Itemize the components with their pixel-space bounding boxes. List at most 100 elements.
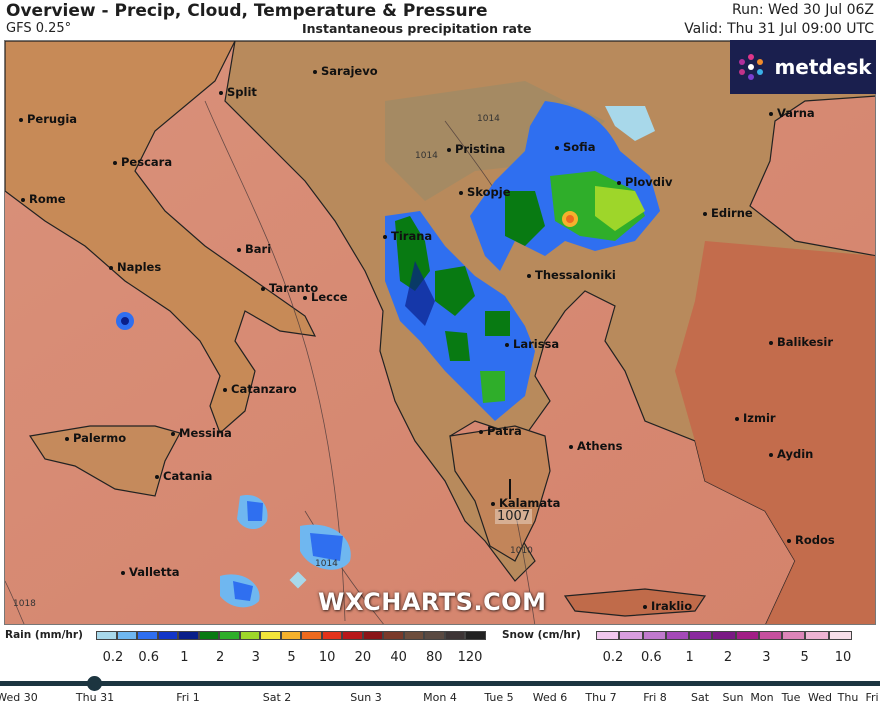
timeline-day[interactable]: Wed 6 xyxy=(532,691,568,704)
legend-tick: 10 xyxy=(318,650,336,665)
model-label: GFS 0.25° xyxy=(6,21,72,36)
legend-tick: 0.6 xyxy=(640,650,662,665)
city-dot xyxy=(787,538,791,543)
timeline-day[interactable]: Tue xyxy=(781,691,801,704)
valid-time-label: Valid: Thu 31 Jul 09:00 UTC xyxy=(684,21,874,37)
city-dot xyxy=(383,234,387,239)
legend-swatch xyxy=(362,631,384,640)
timeline-day[interactable]: Thu 7 xyxy=(585,691,617,704)
city-label: Bari xyxy=(237,242,271,256)
forecast-timeline[interactable]: Wed 30 Thu 31 Fri 1 Sat 2 Sun 3 Mon 4 Tue 5 Wed… xyxy=(0,676,880,707)
city-label: Pescara xyxy=(113,155,172,169)
city-label: Lecce xyxy=(303,290,348,304)
legend-tick: 10 xyxy=(834,650,852,665)
legend-swatch xyxy=(735,631,759,640)
city-dot xyxy=(769,111,773,116)
city-label: Sarajevo xyxy=(313,64,378,78)
legend-swatch xyxy=(280,631,302,640)
city-dot xyxy=(617,180,621,185)
legend-swatch xyxy=(219,631,240,640)
timeline-day[interactable]: Mon xyxy=(750,691,774,704)
city-label: Rodos xyxy=(787,533,835,547)
timeline-day[interactable]: Mon 4 xyxy=(423,691,457,704)
isobar-label: 1014 xyxy=(477,114,500,124)
legend-swatch xyxy=(805,631,829,640)
city-label: Edirne xyxy=(703,206,753,220)
isobar-label: 1010 xyxy=(510,546,533,556)
timeline-day[interactable]: Sun xyxy=(722,691,744,704)
legend-swatch xyxy=(465,631,486,640)
city-dot xyxy=(769,340,773,345)
legend-swatch xyxy=(342,631,363,640)
city-dot xyxy=(155,474,159,479)
rain-color-scale xyxy=(96,631,486,640)
city-dot xyxy=(735,416,739,421)
city-label: Catanzaro xyxy=(223,382,297,396)
timeline-day[interactable]: Thu 31 xyxy=(75,691,115,704)
city-dot xyxy=(223,387,227,392)
legend-swatch xyxy=(665,631,690,640)
city-dot xyxy=(505,342,509,347)
city-dot xyxy=(313,69,317,74)
run-label: Run: Wed 30 Jul 06Z xyxy=(732,2,874,18)
legend-swatch xyxy=(198,631,220,640)
timeline-day[interactable]: Sun 3 xyxy=(350,691,382,704)
city-dot xyxy=(569,444,573,449)
legend-swatch xyxy=(116,631,138,640)
city-dot xyxy=(19,117,23,122)
city-label: Skopje xyxy=(459,185,511,199)
chart-title: Overview - Precip, Cloud, Temperature & … xyxy=(6,1,488,21)
legend-swatch xyxy=(828,631,852,640)
legend-swatch xyxy=(596,631,620,640)
city-label: Patra xyxy=(479,424,522,438)
legend-tick: 1 xyxy=(685,650,694,665)
legend-row: Rain (mm/hr) 0.2 0.6 1 2 3 5 10 20 40 80 120 Snow … xyxy=(0,628,880,672)
timeline-day[interactable]: Fri 8 xyxy=(643,691,667,704)
timeline-day[interactable]: Sat 2 xyxy=(262,691,292,704)
timeline-day[interactable]: Fri 1 xyxy=(176,691,200,704)
city-dot xyxy=(21,197,25,202)
city-dot xyxy=(491,501,495,506)
timeline-day[interactable]: Thu xyxy=(837,691,859,704)
precip-field xyxy=(116,101,660,608)
isobar-label: 1018 xyxy=(13,599,36,609)
timeline-day[interactable]: Wed xyxy=(808,691,832,704)
legend-swatch xyxy=(260,631,281,640)
land-sicily xyxy=(28,425,181,497)
rain-legend-title: Rain (mm/hr) xyxy=(5,629,83,641)
timeline-day[interactable]: Wed 30 xyxy=(0,691,38,704)
city-label: Athens xyxy=(569,439,622,453)
timeline-handle[interactable] xyxy=(87,676,102,691)
city-label: Iraklio xyxy=(643,599,692,613)
city-dot xyxy=(703,211,707,216)
city-dot xyxy=(303,295,307,300)
timeline-day[interactable]: Sat xyxy=(690,691,710,704)
timeline-track[interactable] xyxy=(0,681,880,686)
legend-tick: 3 xyxy=(251,650,260,665)
legend-tick: 120 xyxy=(457,650,483,665)
legend-swatch xyxy=(642,631,666,640)
city-label: Izmir xyxy=(735,411,776,425)
metdesk-logo: metdesk xyxy=(730,40,876,94)
city-label: Balikesir xyxy=(769,335,833,349)
city-label: Sofia xyxy=(555,140,595,154)
timeline-day[interactable]: Fri xyxy=(865,691,879,704)
legend-swatch xyxy=(178,631,199,640)
city-dot xyxy=(459,190,463,195)
legend-swatch xyxy=(403,631,425,640)
legend-tick: 1 xyxy=(180,650,189,665)
wxcharts-watermark: WXCHARTS.COM xyxy=(318,588,547,616)
city-label: Taranto xyxy=(261,281,318,295)
legend-tick: 0.2 xyxy=(602,650,624,665)
city-label: Pristina xyxy=(447,142,505,156)
legend-tick: 0.6 xyxy=(138,650,160,665)
snow-color-scale xyxy=(596,631,852,640)
legend-tick: 40 xyxy=(390,650,407,665)
logo-text: metdesk xyxy=(774,55,872,79)
metdesk-logo-icon xyxy=(739,54,764,80)
legend-swatch xyxy=(137,631,158,640)
timeline-day[interactable]: Tue 5 xyxy=(484,691,514,704)
city-label: Naples xyxy=(109,260,161,274)
city-dot xyxy=(447,147,451,152)
legend-swatch xyxy=(424,631,445,640)
